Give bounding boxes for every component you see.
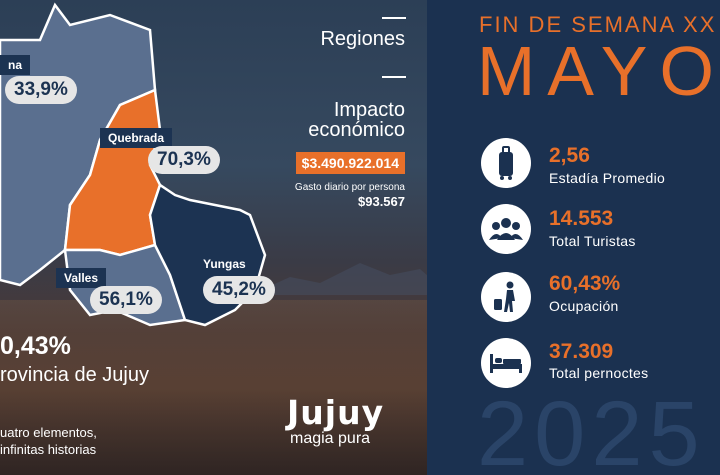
stat-value-nights: 37.309 bbox=[549, 340, 614, 363]
impacto-heading-line2: económico bbox=[308, 119, 405, 141]
suitcase-icon bbox=[481, 138, 531, 188]
month-title: MAYO bbox=[477, 32, 720, 110]
divider-regiones bbox=[382, 17, 406, 19]
year-watermark: 2025 bbox=[477, 383, 706, 475]
daily-spend-label: Gasto diario por persona bbox=[294, 182, 405, 193]
region-label-quebrada: Quebrada bbox=[100, 128, 173, 148]
impacto-amount: $3.490.922.014 bbox=[295, 152, 405, 174]
traveler-icon bbox=[481, 272, 531, 322]
right-panel: FIN DE SEMANA XX MAYO 2025 2,56 Estadía … bbox=[427, 0, 720, 475]
province-name: rovincia de Jujuy bbox=[0, 364, 149, 386]
impacto-heading-line1: Impacto bbox=[333, 99, 405, 121]
event-title: FIN DE SEMANA XX bbox=[479, 12, 717, 37]
daily-spend-value: $93.567 bbox=[358, 194, 405, 209]
stat-label-occupancy: Ocupación bbox=[549, 298, 619, 314]
stat-label-nights: Total pernoctes bbox=[549, 365, 649, 381]
region-label-yungas: Yungas bbox=[195, 254, 254, 274]
regiones-heading: Regiones bbox=[320, 28, 405, 50]
left-panel: na 33,9% Quebrada 70,3% Valles 56,1% Yun… bbox=[0, 0, 427, 475]
stat-label-stay: Estadía Promedio bbox=[549, 170, 666, 186]
jujuy-logo: Jujuy bbox=[287, 393, 385, 432]
region-pct-puna: 33,9% bbox=[5, 76, 77, 104]
stat-value-stay: 2,56 bbox=[549, 144, 590, 167]
divider-impacto bbox=[382, 76, 406, 78]
stat-value-tourists: 14.553 bbox=[549, 207, 614, 230]
lake-background bbox=[0, 300, 427, 475]
region-pct-valles: 56,1% bbox=[90, 286, 162, 314]
people-icon bbox=[481, 204, 531, 254]
bed-icon bbox=[481, 338, 531, 388]
province-pct: 0,43% bbox=[0, 332, 71, 360]
slogan-line1: uatro elementos, bbox=[0, 425, 97, 440]
region-label-puna: na bbox=[0, 55, 31, 75]
stat-label-tourists: Total Turistas bbox=[549, 233, 636, 249]
impacto-heading: Impacto económico bbox=[308, 100, 405, 140]
region-pct-quebrada: 70,3% bbox=[148, 146, 220, 174]
logo-tagline: magia pura bbox=[290, 430, 371, 447]
stat-value-occupancy: 60,43% bbox=[549, 272, 621, 295]
region-label-valles: Valles bbox=[56, 268, 107, 288]
slogan-line2: infinitas historias bbox=[0, 442, 97, 457]
region-pct-yungas: 45,2% bbox=[203, 276, 275, 304]
